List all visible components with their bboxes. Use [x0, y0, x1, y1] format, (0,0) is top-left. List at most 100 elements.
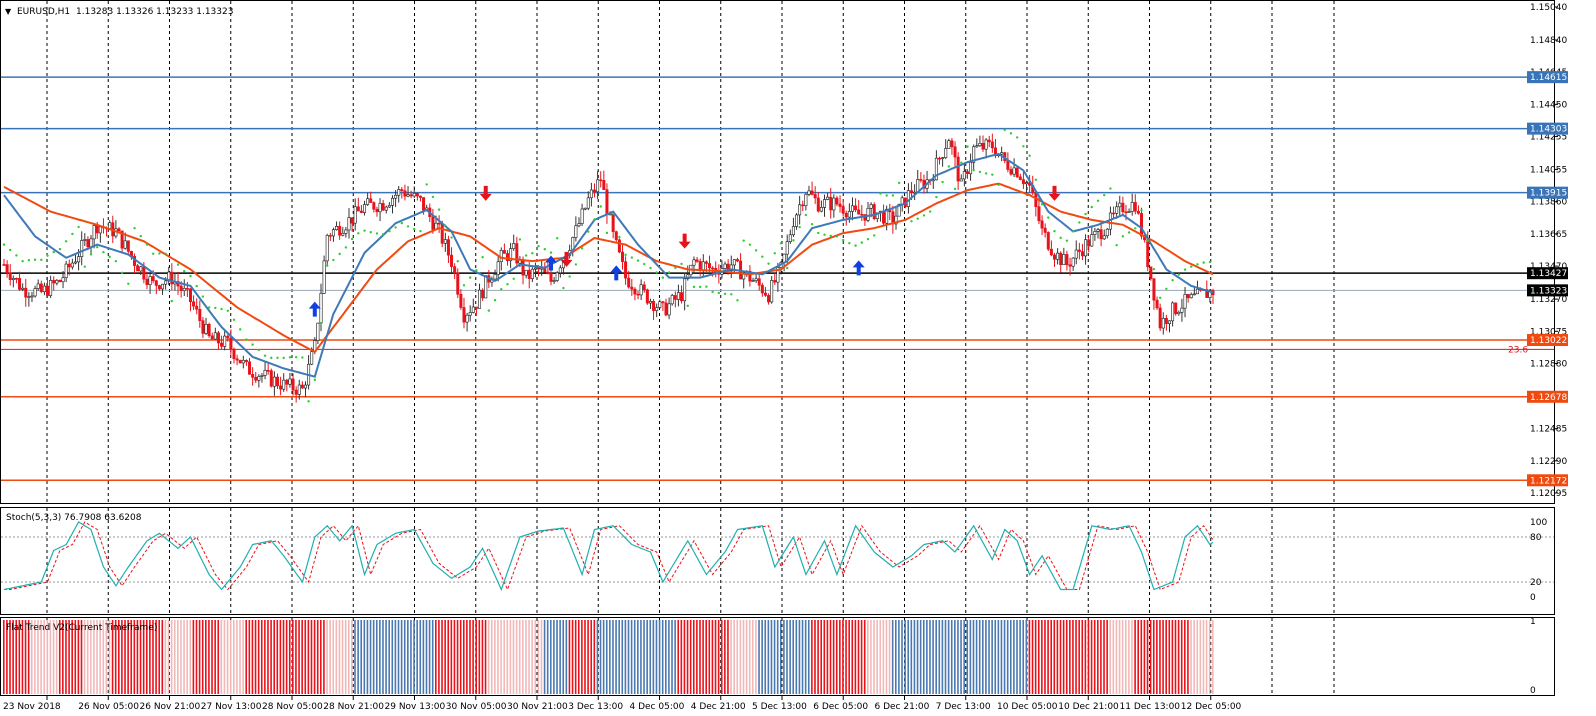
flat-trend-bar	[484, 620, 487, 694]
flat-trend-bar	[1028, 620, 1031, 694]
flat-trend-bar	[730, 620, 732, 694]
sar-dot	[127, 282, 130, 285]
sar-dot	[512, 277, 515, 280]
time-tick-label: 7 Dec 13:00	[936, 702, 991, 712]
sar-dot	[1196, 263, 1199, 266]
flat-trend-bar	[954, 620, 956, 694]
sar-dot	[1208, 260, 1212, 264]
stoch-panel-frame	[0, 507, 1555, 615]
flat-trend-bar	[304, 620, 307, 694]
sar-dot	[723, 292, 727, 296]
flat-trend-bar	[755, 620, 757, 694]
flat-trend-bar	[577, 620, 580, 694]
candle-body	[279, 385, 283, 390]
flat-trend-bar	[1000, 620, 1003, 694]
sar-dot	[145, 243, 149, 246]
flat-trend-bar	[267, 620, 269, 694]
flat-trend-bar	[139, 620, 142, 694]
time-tick-label: 26 Nov 21:00	[140, 702, 201, 712]
candle-body	[860, 213, 864, 216]
candle-body	[64, 263, 68, 279]
flat-trend-bar	[922, 620, 925, 694]
flat-trend-bar	[860, 620, 863, 694]
grid	[46, 1, 1335, 695]
flat-trend-bar	[1128, 620, 1130, 694]
candle-body	[1195, 288, 1199, 295]
candle-body	[27, 296, 31, 298]
candle-body	[667, 303, 671, 316]
candle-body	[776, 267, 780, 283]
candle-body	[291, 378, 295, 391]
candle-body	[962, 171, 966, 180]
sar-dot	[151, 252, 155, 255]
sar-dot	[183, 269, 186, 273]
flat-trend-bar	[907, 620, 910, 694]
flat-trend-bar	[1159, 620, 1161, 694]
flat-trend-bar	[593, 620, 596, 694]
flat-trend-bar	[727, 620, 729, 694]
flat-trend-bar	[764, 620, 767, 694]
flat-trend-bar	[43, 620, 46, 694]
flat-trend-bar	[826, 620, 829, 694]
candle-body	[1015, 167, 1019, 178]
flat-trend-bar	[407, 620, 409, 694]
flat-trend-bar	[136, 620, 139, 694]
flat-trend-bar	[745, 620, 748, 694]
flat-trend-bar	[677, 620, 680, 694]
sar-dot	[897, 181, 901, 185]
flat-trend-bar	[1059, 620, 1062, 694]
price-tick-label: 1.14450	[1530, 100, 1567, 110]
flat-trend-bar	[919, 620, 922, 694]
price-tag	[1527, 186, 1568, 199]
flat-trend-bar	[313, 620, 316, 694]
time-tick-label: 30 Nov 21:00	[507, 702, 568, 712]
candle-body	[1149, 266, 1153, 279]
sar-dot	[742, 239, 745, 242]
sar-dot	[556, 236, 559, 240]
candle-body	[835, 197, 839, 205]
flat-trend-bar	[124, 620, 126, 694]
flat-trend-bar	[1146, 620, 1149, 694]
candle-body	[359, 210, 363, 213]
symbol-label: EURUSD,H1	[17, 7, 70, 17]
candle-body	[415, 192, 419, 197]
flat-trend-bar	[559, 620, 561, 694]
flat-trend-bar	[671, 620, 673, 694]
candle-body	[748, 270, 752, 282]
candle-body	[729, 264, 733, 271]
flat-trend-bar	[1103, 620, 1105, 694]
candle-body	[164, 280, 168, 285]
sar-dot	[1015, 136, 1019, 139]
flat-trend-bar	[99, 620, 101, 694]
sar-dot	[276, 356, 279, 359]
flat-trend-bar	[497, 620, 499, 694]
signal-up-arrow	[308, 301, 321, 317]
candle-body	[530, 268, 534, 279]
candle-body	[182, 288, 186, 291]
sar-dot	[767, 262, 770, 265]
candle-body	[627, 277, 631, 288]
flat-trend-bar	[599, 620, 602, 694]
sar-dot	[531, 251, 534, 255]
flat-trend-bar	[205, 620, 207, 694]
candle-body	[533, 267, 537, 270]
flat-trend-bar	[49, 620, 52, 694]
sar-dot	[649, 266, 652, 270]
flat-trend-bar	[835, 620, 838, 694]
candle-body	[1006, 160, 1010, 170]
candle-body	[642, 284, 646, 291]
sar-dot	[891, 194, 895, 197]
flat-trend-bar	[472, 620, 474, 694]
candle-body	[120, 230, 124, 249]
sar-dot	[605, 231, 609, 235]
flat-trend-bar	[618, 620, 620, 694]
candle-body	[297, 384, 301, 395]
flat-trend-bar	[198, 620, 201, 694]
sar-dot	[2, 243, 6, 246]
sar-dot	[1078, 221, 1081, 224]
sar-dot	[698, 285, 702, 289]
sar-dot	[77, 225, 80, 229]
flat-trend-bar	[829, 620, 832, 694]
candle-body	[984, 139, 988, 150]
